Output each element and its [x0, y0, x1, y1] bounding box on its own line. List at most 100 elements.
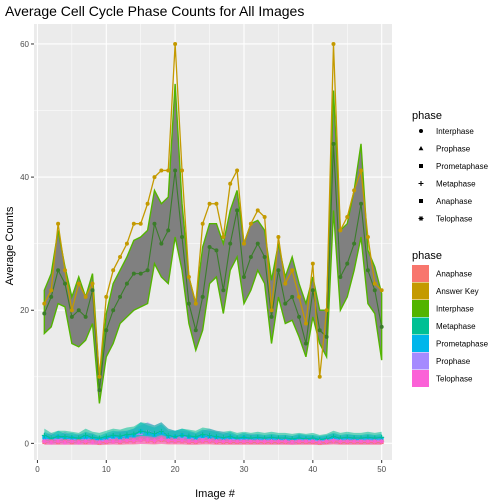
point-telophase — [90, 439, 96, 445]
point-answer-key — [193, 301, 198, 306]
point-answer-key — [303, 321, 308, 326]
point-telophase — [330, 438, 336, 444]
legend-color-key — [412, 317, 429, 335]
point-interphase — [207, 244, 212, 249]
point-answer-key — [235, 168, 240, 173]
legend-color-label: Prometaphase — [436, 340, 489, 349]
point-metaphase — [117, 433, 123, 439]
point-telophase — [207, 438, 213, 444]
point-metaphase — [145, 429, 151, 435]
point-answer-key — [207, 201, 212, 206]
y-axis-ticks: 0 20 40 60 — [20, 40, 34, 448]
point-interphase — [104, 328, 109, 333]
legend-color-label: Telophase — [436, 375, 473, 384]
legend-shape-key — [418, 146, 424, 151]
x-axis-title: Image # — [195, 488, 236, 500]
point-interphase — [62, 281, 67, 286]
point-telophase — [48, 439, 54, 445]
point-answer-key — [345, 215, 350, 220]
legend-color-label: Interphase — [436, 305, 474, 314]
point-telophase — [186, 438, 192, 444]
point-interphase — [124, 281, 129, 286]
point-telophase — [165, 438, 171, 444]
y-tick-label: 20 — [20, 306, 29, 315]
point-interphase — [152, 221, 157, 226]
point-answer-key — [241, 241, 246, 246]
legend-color-label: Metaphase — [436, 322, 476, 331]
point-telophase — [310, 438, 316, 444]
y-tick-label: 60 — [20, 40, 29, 49]
point-interphase — [262, 254, 267, 259]
point-interphase — [324, 334, 329, 339]
point-answer-key — [324, 308, 329, 313]
point-interphase — [248, 254, 253, 259]
point-metaphase — [213, 434, 219, 440]
point-telophase — [62, 439, 68, 445]
point-answer-key — [152, 175, 157, 180]
point-telophase — [324, 438, 330, 444]
legend-color-label: Anaphase — [436, 270, 473, 279]
point-metaphase — [207, 432, 213, 438]
legend-color-title: phase — [412, 250, 442, 262]
point-interphase — [138, 271, 143, 276]
point-telophase — [83, 438, 89, 444]
point-telophase — [76, 439, 82, 445]
point-telophase — [317, 439, 323, 445]
point-interphase — [269, 314, 274, 319]
point-answer-key — [290, 268, 295, 273]
point-answer-key — [221, 235, 226, 240]
point-interphase — [76, 308, 81, 313]
point-interphase — [303, 341, 308, 346]
point-telophase — [158, 436, 164, 442]
point-answer-key — [180, 168, 185, 173]
y-tick-label: 40 — [20, 173, 29, 182]
point-telophase — [337, 438, 343, 444]
x-axis-ticks: 0 10 20 30 40 50 — [35, 460, 387, 474]
point-answer-key — [159, 168, 164, 173]
point-metaphase — [200, 432, 206, 438]
legend-shape-label: Prometaphase — [436, 162, 489, 171]
point-interphase — [200, 294, 205, 299]
legend-color-key — [412, 352, 429, 370]
point-telophase — [69, 438, 75, 444]
x-tick-label: 20 — [171, 465, 180, 474]
point-telophase — [303, 438, 309, 444]
legend-color-key — [412, 282, 429, 300]
point-telophase — [275, 438, 281, 444]
point-telophase — [138, 437, 144, 443]
point-interphase — [345, 261, 350, 266]
point-answer-key — [104, 294, 109, 299]
point-answer-key — [338, 228, 343, 233]
point-telophase — [200, 438, 206, 444]
point-answer-key — [76, 281, 81, 286]
point-answer-key — [62, 268, 67, 273]
point-answer-key — [138, 221, 143, 226]
point-telophase — [344, 438, 350, 444]
legend-shape-label: Metaphase — [436, 180, 476, 189]
point-interphase — [159, 241, 164, 246]
point-metaphase — [138, 428, 144, 434]
point-telophase — [172, 438, 178, 444]
legend-shape-key — [419, 199, 423, 203]
point-metaphase — [179, 432, 185, 438]
legend-color-label: Answer Key — [436, 287, 479, 296]
point-interphase — [56, 268, 61, 273]
point-metaphase — [193, 434, 199, 440]
point-metaphase — [55, 434, 61, 440]
point-metaphase — [83, 432, 89, 438]
point-interphase — [111, 308, 116, 313]
legend-shape-key — [419, 129, 423, 133]
point-interphase — [186, 301, 191, 306]
legend-shape-key — [418, 216, 424, 221]
point-interphase — [235, 208, 240, 213]
point-metaphase — [103, 434, 109, 440]
point-answer-key — [269, 308, 274, 313]
point-telophase — [262, 438, 268, 444]
point-answer-key — [248, 221, 253, 226]
point-interphase — [352, 241, 357, 246]
point-interphase — [310, 288, 315, 293]
legend-shape-label: Prophase — [436, 145, 471, 154]
point-interphase — [49, 294, 54, 299]
point-telophase — [117, 438, 123, 444]
point-telophase — [255, 438, 261, 444]
